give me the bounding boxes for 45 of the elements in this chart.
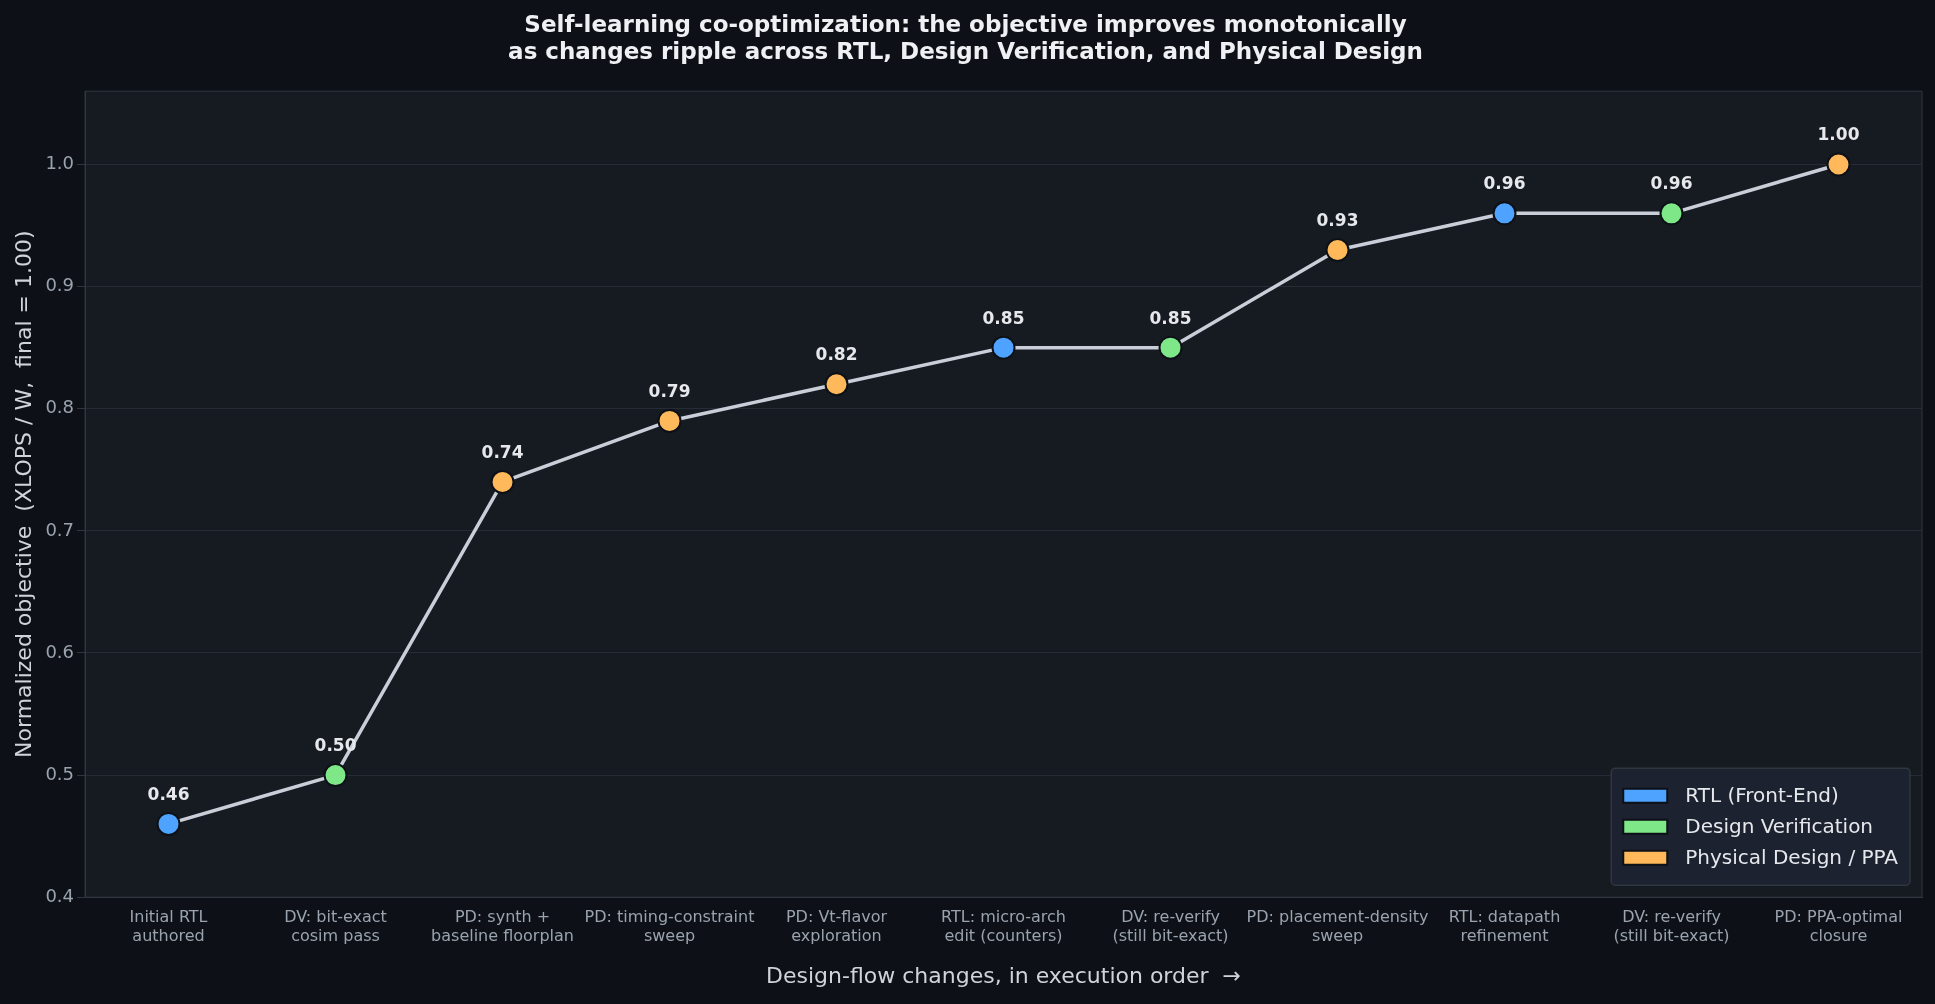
- y-tick-label: 0.8: [45, 396, 75, 418]
- y-tick-label: 0.5: [45, 762, 75, 784]
- data-label: 0.93: [1316, 209, 1359, 230]
- y-tick-label: 0.6: [45, 640, 75, 662]
- point: [657, 408, 682, 433]
- x-tick-label: PD: placement-density sweep: [1246, 906, 1429, 946]
- x-tick-label: PD: PPA-optimal closure: [1774, 906, 1903, 946]
- point: [323, 763, 348, 788]
- x-tick-label: PD: synth + baseline floorplan: [431, 906, 574, 946]
- legend-label: Physical Design / PPA: [1685, 844, 1899, 869]
- point: [1826, 152, 1851, 177]
- x-tick-label: DV: re-verify (still bit-exact): [1613, 906, 1730, 946]
- x-axis-title: Design-flow changes, in execution order →: [766, 962, 1241, 988]
- point: [1325, 237, 1350, 262]
- legend-label: RTL (Front-End): [1685, 782, 1839, 807]
- y-tick-label: 0.9: [45, 274, 75, 296]
- y-tick-label: 1.0: [45, 152, 75, 174]
- legend-label: Design Verification: [1685, 813, 1874, 838]
- x-tick-label: PD: timing-constraint sweep: [584, 906, 755, 946]
- x-tick-label: RTL: datapath refinement: [1448, 906, 1561, 946]
- y-axis-title: Normalized objective (XLOPS / W, final = 1.00): [10, 230, 36, 758]
- data-label: 0.79: [648, 380, 691, 401]
- chart-title: Self-learning co-optimization: the objective improves monotonically as changes ripple across RTL, Design Verification, and Physical Design: [508, 10, 1423, 65]
- data-label: 0.96: [1650, 173, 1693, 194]
- point: [991, 335, 1016, 360]
- data-label: 0.74: [481, 441, 524, 462]
- x-tick-label: DV: re-verify (still bit-exact): [1112, 906, 1229, 946]
- data-label: 0.85: [982, 307, 1025, 328]
- point: [490, 469, 515, 494]
- x-tick-label: PD: Vt-flavor exploration: [785, 906, 888, 946]
- point: [1659, 201, 1684, 226]
- point: [1492, 201, 1517, 226]
- point: [824, 372, 849, 397]
- x-tick-label: RTL: micro-arch edit (counters): [941, 906, 1067, 946]
- data-label: 0.82: [815, 344, 858, 365]
- x-tick-label: Initial RTL authored: [129, 906, 208, 946]
- data-label: 1.00: [1817, 124, 1860, 145]
- data-label: 0.96: [1483, 173, 1526, 194]
- y-tick-label: 0.4: [45, 884, 75, 906]
- point: [1158, 335, 1183, 360]
- data-label: 0.85: [1149, 307, 1192, 328]
- point: [156, 811, 181, 836]
- x-tick-label: DV: bit-exact cosim pass: [284, 906, 387, 946]
- data-label: 0.46: [147, 783, 190, 804]
- y-tick-label: 0.7: [45, 518, 75, 540]
